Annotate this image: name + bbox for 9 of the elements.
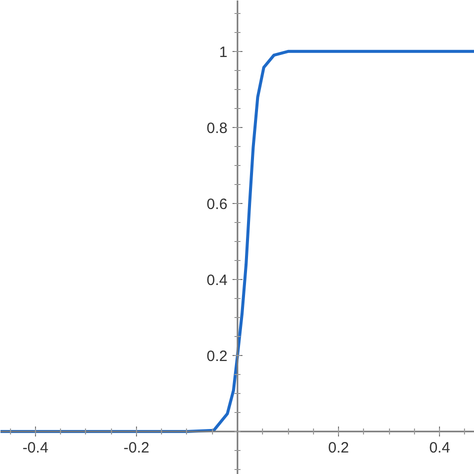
y-tick-label: 0.2 <box>206 348 228 366</box>
y-tick-label: 0.8 <box>206 120 228 137</box>
x-tick-label: 0.4 <box>429 440 450 457</box>
x-tick-label: -0.2 <box>124 440 150 457</box>
x-tick-label: 0.2 <box>328 440 349 457</box>
x-tick-label: -0.4 <box>22 440 48 457</box>
y-tick-label: 0.4 <box>206 272 228 289</box>
y-tick-label: 0.6 <box>206 196 228 213</box>
y-tick-label: 1 <box>219 44 228 61</box>
